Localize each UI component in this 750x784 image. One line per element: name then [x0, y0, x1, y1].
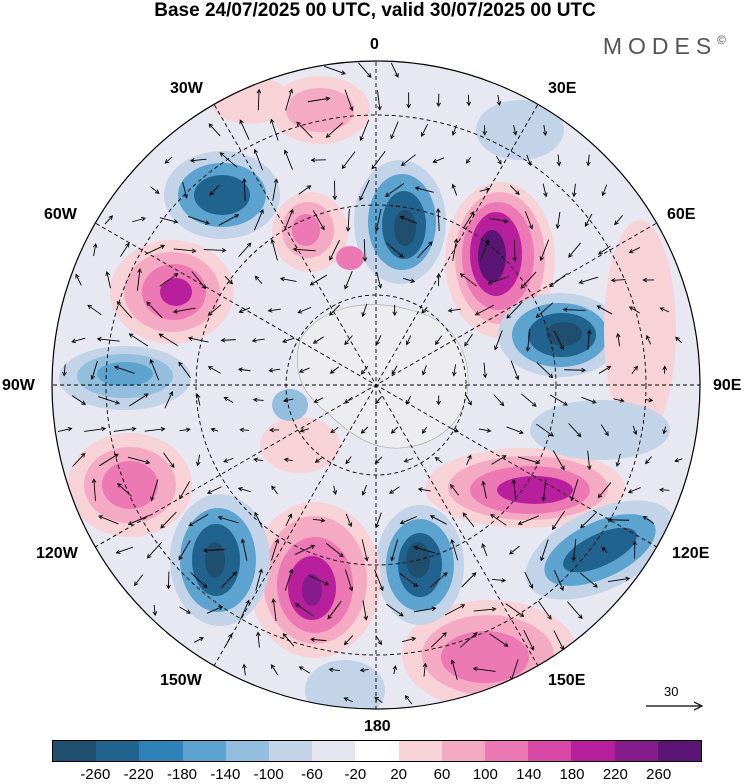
- lon-label-60w: 60W: [44, 206, 77, 224]
- polar-map: [0, 0, 750, 740]
- positive-anomaly-6: [110, 240, 234, 344]
- colorbar-tick-label: -60: [301, 766, 323, 783]
- negative-anomaly-7: [164, 151, 280, 239]
- lon-label-30e: 30E: [548, 80, 576, 98]
- colorbar-segment: [269, 741, 312, 761]
- colorbar-segment: [571, 741, 614, 761]
- colorbar-segment: [355, 741, 398, 761]
- colorbar-segment: [442, 741, 485, 761]
- lon-label-150e: 150E: [548, 672, 585, 690]
- positive-anomaly-5: [68, 433, 192, 537]
- lon-label-120w: 120W: [36, 545, 78, 563]
- negative-anomaly-2: [498, 293, 622, 377]
- colorbar-tick-label: -100: [254, 766, 284, 783]
- colorbar-tick-label: 180: [559, 766, 584, 783]
- wind-vector: [608, 520, 629, 521]
- colorbar-ticks: -260 -220 -180 -140 -100 -60 -20 20 60 100 140 180 2…: [0, 766, 750, 784]
- negative-anomaly-4: [376, 505, 464, 625]
- colorbar-tick-label: 220: [603, 766, 628, 783]
- colorbar-tick-label: -140: [210, 766, 240, 783]
- lon-label-90e: 90E: [713, 377, 741, 395]
- colorbar-tick-label: -220: [124, 766, 154, 783]
- colorbar-segment: [96, 741, 139, 761]
- wind-vector: [168, 572, 169, 589]
- colorbar-tick-label: -180: [167, 766, 197, 783]
- lon-label-90w: 90W: [2, 377, 35, 395]
- colorbar: [52, 740, 702, 762]
- colorbar-segment: [485, 741, 528, 761]
- colorbar-tick-label: 260: [646, 766, 671, 783]
- colorbar-tick-label: 100: [473, 766, 498, 783]
- colorbar-segment: [53, 741, 96, 761]
- graticule: [46, 55, 706, 715]
- colorbar-segment: [615, 741, 658, 761]
- colorbar-tick-label: -260: [80, 766, 110, 783]
- positive-anomaly-4: [249, 502, 381, 658]
- colorbar-tick-label: 20: [390, 766, 407, 783]
- colorbar-segment: [528, 741, 571, 761]
- colorbar-tick-label: -20: [344, 766, 366, 783]
- colorbar-tick-label: 60: [434, 766, 451, 783]
- lon-label-180: 180: [364, 718, 391, 736]
- lon-label-60e: 60E: [667, 206, 695, 224]
- reference-vector-arrow: [640, 684, 710, 714]
- map-disc: [40, 50, 720, 730]
- colorbar-segment: [183, 741, 226, 761]
- negative-anomaly-1: [354, 160, 446, 284]
- colorbar-segment: [658, 741, 701, 761]
- colorbar-segment: [399, 741, 442, 761]
- colorbar-segment: [139, 741, 182, 761]
- colorbar-segment: [312, 741, 355, 761]
- lon-label-0: 0: [370, 36, 379, 54]
- lon-label-30w: 30W: [170, 80, 203, 98]
- colorbar-segment: [226, 741, 269, 761]
- wind-vector: [334, 181, 335, 200]
- lon-label-120e: 120E: [672, 545, 709, 563]
- colorbar-tick-label: 140: [516, 766, 541, 783]
- lon-label-150w: 150W: [160, 672, 202, 690]
